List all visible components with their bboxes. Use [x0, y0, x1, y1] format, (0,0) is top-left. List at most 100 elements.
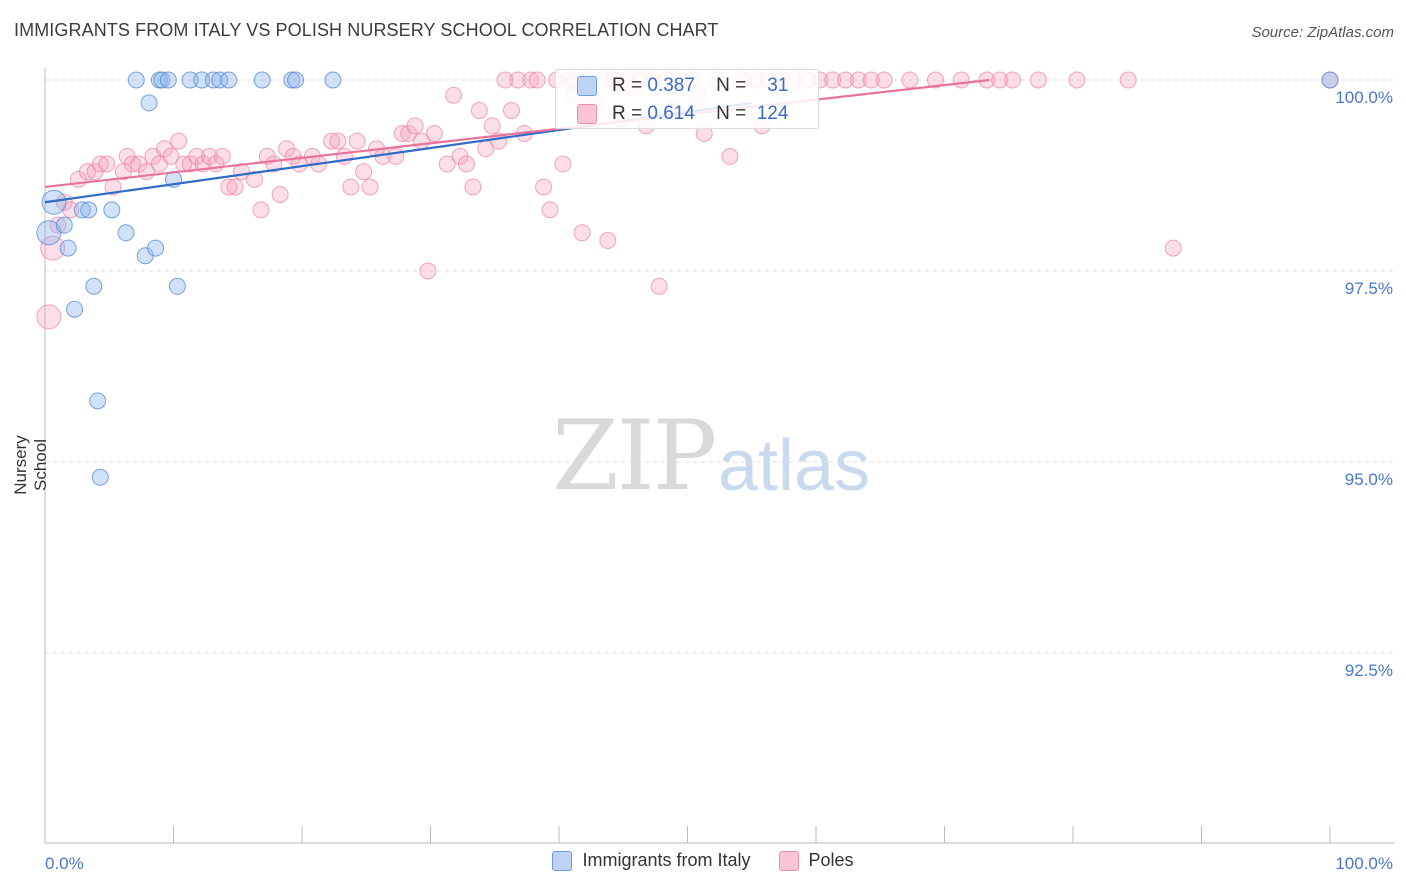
poles-point	[901, 71, 919, 89]
y-tick-label: 97.5%	[1345, 279, 1393, 298]
poles-point	[991, 71, 1009, 89]
poles-n-value: 124	[756, 103, 789, 124]
italy-point	[80, 201, 98, 219]
poles-point	[464, 178, 482, 196]
y-axis-title: Nursery School	[11, 435, 50, 495]
italy-point	[168, 277, 186, 295]
poles-point	[438, 155, 456, 173]
italy-point	[1321, 71, 1339, 89]
poles-point	[329, 132, 347, 150]
poles-point	[509, 71, 527, 89]
poles-r-label: R =	[612, 103, 643, 124]
legend-italy-swatch-icon	[552, 850, 573, 871]
poles-point	[1164, 239, 1182, 257]
poles-point	[1068, 71, 1086, 89]
poles-point	[599, 231, 617, 249]
legend-poles-swatch-icon	[778, 850, 799, 871]
italy-n-label: N =	[716, 75, 747, 96]
legend: Immigrants from Italy Poles	[0, 850, 1406, 871]
italy-point	[103, 201, 121, 219]
italy-point	[181, 71, 199, 89]
italy-swatch-icon	[577, 76, 597, 96]
poles-point	[170, 132, 188, 150]
poles-point	[348, 132, 366, 150]
x-tick-label-max: 100.0%	[1335, 854, 1393, 873]
legend-item-poles[interactable]: Poles	[778, 850, 854, 871]
poles-point	[226, 178, 244, 196]
poles-point	[837, 71, 855, 89]
watermark-atlas: atlas	[718, 426, 871, 506]
italy-r-value: 0.387	[647, 75, 695, 96]
poles-point	[425, 124, 443, 142]
italy-point	[153, 71, 171, 89]
poles-point	[554, 155, 572, 173]
chart-title: IMMIGRANTS FROM ITALY VS POLISH NURSERY …	[14, 20, 719, 40]
poles-swatch-icon	[577, 104, 597, 124]
poles-point	[252, 201, 270, 219]
stats-box: R = 0.387 N = 31 R = 0.614 N = 124	[555, 69, 819, 129]
italy-point	[127, 71, 145, 89]
poles-point	[419, 262, 437, 280]
italy-point	[283, 71, 301, 89]
poles-point	[927, 71, 945, 89]
italy-point	[204, 71, 222, 89]
poles-point	[1029, 71, 1047, 89]
poles-point	[342, 178, 360, 196]
italy-point	[211, 71, 229, 89]
poles-point	[535, 178, 553, 196]
poles-point	[1004, 71, 1022, 89]
italy-point	[41, 189, 67, 215]
poles-point	[875, 71, 893, 89]
poles-point	[40, 235, 66, 261]
poles-point	[721, 147, 739, 165]
poles-point	[162, 147, 180, 165]
y-tick-label: 100.0%	[1335, 88, 1393, 107]
poles-point	[220, 178, 238, 196]
poles-r-value: 0.614	[647, 103, 695, 124]
poles-point	[573, 224, 591, 242]
poles-point	[496, 71, 514, 89]
poles-point	[323, 132, 341, 150]
poles-point	[123, 155, 141, 173]
italy-point	[59, 239, 77, 257]
poles-point	[849, 71, 867, 89]
poles-trendline	[44, 78, 990, 189]
poles-point	[457, 155, 475, 173]
poles-point	[36, 304, 62, 330]
poles-point	[952, 71, 970, 89]
poles-point	[98, 155, 116, 173]
poles-point	[528, 71, 546, 89]
poles-point	[406, 117, 424, 135]
italy-point	[140, 94, 158, 112]
italy-point	[159, 71, 177, 89]
legend-poles-label: Poles	[808, 850, 854, 870]
poles-point	[393, 124, 411, 142]
y-tick-label: 95.0%	[1345, 470, 1393, 489]
poles-point	[355, 163, 373, 181]
legend-item-italy[interactable]: Immigrants from Italy	[552, 850, 751, 871]
poles-point	[213, 147, 231, 165]
x-tick-label-min: 0.0%	[45, 854, 84, 873]
poles-point	[271, 186, 289, 204]
source-label: Source: ZipAtlas.com	[1251, 24, 1394, 41]
y-tick-label: 92.5%	[1345, 661, 1393, 680]
poles-point	[245, 170, 263, 188]
italy-point	[89, 392, 107, 410]
poles-n-label: N =	[716, 103, 747, 124]
italy-point	[287, 71, 305, 89]
italy-point	[117, 224, 135, 242]
italy-point	[253, 71, 271, 89]
poles-point	[470, 102, 488, 120]
poles-point	[91, 155, 109, 173]
watermark-zip: ZIP	[552, 400, 717, 512]
poles-point	[445, 86, 463, 104]
italy-point	[73, 201, 91, 219]
italy-point	[91, 468, 109, 486]
legend-italy-label: Immigrants from Italy	[582, 850, 751, 870]
poles-point	[541, 201, 559, 219]
italy-point	[147, 239, 165, 257]
poles-point	[361, 178, 379, 196]
poles-point	[1119, 71, 1137, 89]
poles-point	[650, 277, 668, 295]
